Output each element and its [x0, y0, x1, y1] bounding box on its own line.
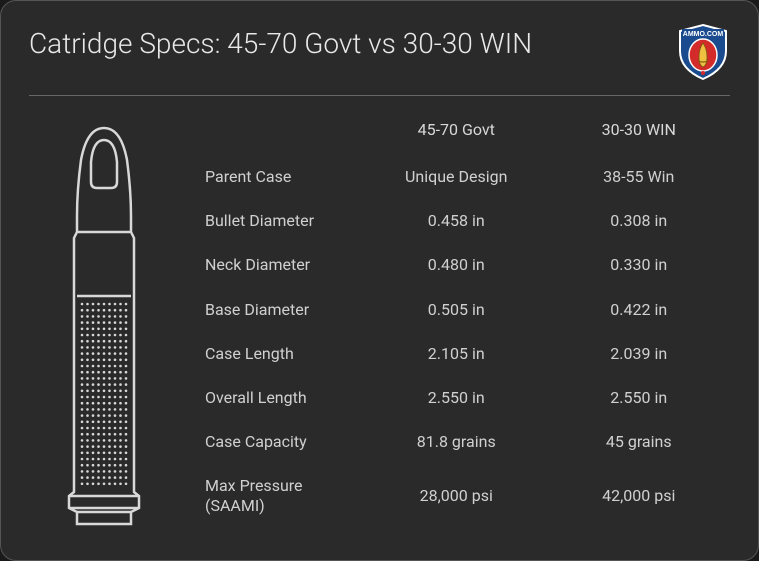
spec-label: Overall Length [205, 388, 365, 407]
page-title: Catridge Specs: 45-70 Govt vs 30-30 WIN [29, 27, 532, 60]
spec-label: Case Length [205, 344, 365, 363]
table-row: Case Capacity81.8 grains45 grains [205, 432, 730, 451]
divider [29, 95, 730, 96]
spec-label: Max Pressure (SAAMI) [205, 476, 365, 514]
table-row: Bullet Diameter0.458 in0.308 in [205, 211, 730, 230]
content-area: 45-70 Govt 30-30 WIN Parent CaseUnique D… [29, 120, 730, 530]
spec-value-col2: 0.330 in [548, 255, 731, 274]
spec-value-col1: 0.505 in [365, 300, 548, 319]
spec-value-col1: 28,000 psi [365, 486, 548, 505]
table-row: Base Diameter0.505 in0.422 in [205, 300, 730, 319]
spec-value-col1: 0.458 in [365, 211, 548, 230]
table-body: Parent CaseUnique Design38-55 Win Bullet … [205, 167, 730, 515]
spec-value-col2: 2.550 in [548, 388, 731, 407]
spec-value-col1: 0.480 in [365, 255, 548, 274]
spec-value-col2: 42,000 psi [548, 486, 731, 505]
table-row: Overall Length2.550 in2.550 in [205, 388, 730, 407]
spec-value-col1: 81.8 grains [365, 432, 548, 451]
header: Catridge Specs: 45-70 Govt vs 30-30 WIN … [29, 21, 730, 81]
table-header: 45-70 Govt 30-30 WIN [205, 120, 730, 139]
spec-label: Parent Case [205, 167, 365, 186]
spec-value-col2: 2.039 in [548, 344, 731, 363]
svg-text:AMMO.COM: AMMO.COM [683, 31, 724, 38]
table-row: Max Pressure (SAAMI)28,000 psi42,000 psi [205, 476, 730, 514]
spec-value-col2: 45 grains [548, 432, 731, 451]
specs-table: 45-70 Govt 30-30 WIN Parent CaseUnique D… [205, 120, 730, 530]
table-row: Neck Diameter0.480 in0.330 in [205, 255, 730, 274]
column-header-1: 45-70 Govt [365, 120, 548, 139]
spec-value-col2: 0.422 in [548, 300, 731, 319]
spec-value-col1: Unique Design [365, 167, 548, 186]
spec-value-col1: 2.550 in [365, 388, 548, 407]
spec-value-col1: 2.105 in [365, 344, 548, 363]
specs-card: Catridge Specs: 45-70 Govt vs 30-30 WIN … [0, 0, 759, 561]
spec-value-col2: 38-55 Win [548, 167, 731, 186]
spec-label: Base Diameter [205, 300, 365, 319]
table-row: Parent CaseUnique Design38-55 Win [205, 167, 730, 186]
column-header-2: 30-30 WIN [548, 120, 731, 139]
spec-label: Bullet Diameter [205, 211, 365, 230]
table-row: Case Length2.105 in2.039 in [205, 344, 730, 363]
spec-value-col2: 0.308 in [548, 211, 731, 230]
spec-label: Case Capacity [205, 432, 365, 451]
cartridge-diagram [29, 120, 179, 530]
spec-label: Neck Diameter [205, 255, 365, 274]
brand-logo: AMMO.COM [676, 21, 730, 81]
